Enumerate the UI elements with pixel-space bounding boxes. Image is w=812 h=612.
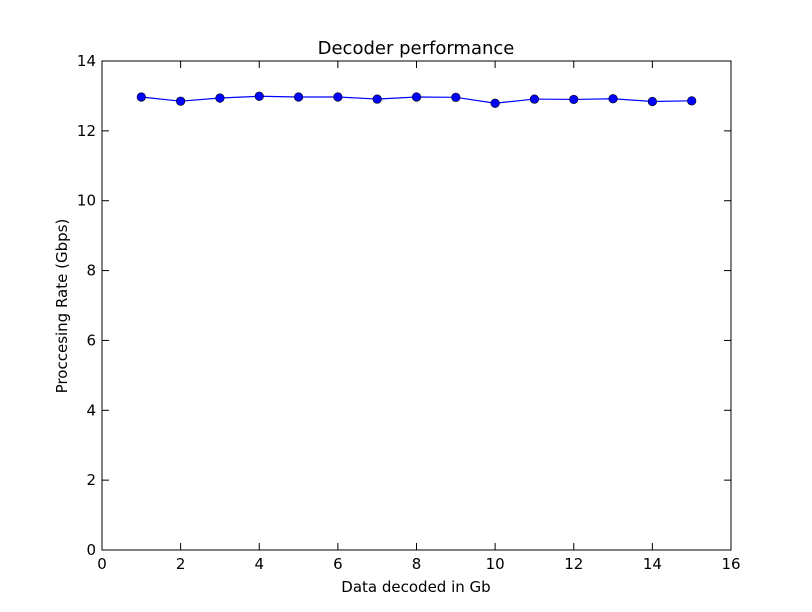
data-point xyxy=(569,94,579,105)
data-point xyxy=(687,96,697,106)
plot-frame xyxy=(101,60,732,551)
y-tick-label: 14 xyxy=(77,52,96,70)
data-point xyxy=(490,98,500,108)
y-tick-label: 12 xyxy=(77,122,96,140)
y-tick-label: 6 xyxy=(86,331,96,349)
data-point xyxy=(529,94,540,104)
x-axis-label: Data decoded in Gb xyxy=(341,578,490,596)
data-point xyxy=(176,96,186,106)
data-point xyxy=(451,92,461,102)
y-axis-label: Proccesing Rate (Gbps) xyxy=(53,219,71,394)
x-tick-label: 14 xyxy=(643,555,662,573)
x-tick-label: 4 xyxy=(254,555,264,573)
data-point xyxy=(411,92,422,102)
x-tick-label: 6 xyxy=(333,555,343,573)
y-tick-label: 10 xyxy=(77,192,96,210)
chart-title: Decoder performance xyxy=(318,38,515,59)
x-tick-label: 10 xyxy=(486,555,505,573)
data-point xyxy=(647,96,657,107)
data-point xyxy=(254,91,264,101)
data-point xyxy=(293,92,304,102)
y-tick-label: 4 xyxy=(86,401,96,419)
x-tick-label: 16 xyxy=(721,555,740,573)
y-tick-label: 8 xyxy=(86,262,96,280)
data-point xyxy=(333,92,343,102)
data-point xyxy=(608,94,618,104)
data-point xyxy=(215,93,225,103)
x-tick-label: 12 xyxy=(564,555,583,573)
x-tick-label: 0 xyxy=(97,555,107,573)
data-point xyxy=(136,92,146,102)
x-tick-label: 8 xyxy=(412,555,422,573)
y-tick-label: 0 xyxy=(86,541,96,559)
y-tick-label: 2 xyxy=(86,471,96,489)
series-layer xyxy=(136,91,697,108)
data-point xyxy=(372,94,382,104)
x-tick-label: 2 xyxy=(176,555,186,573)
